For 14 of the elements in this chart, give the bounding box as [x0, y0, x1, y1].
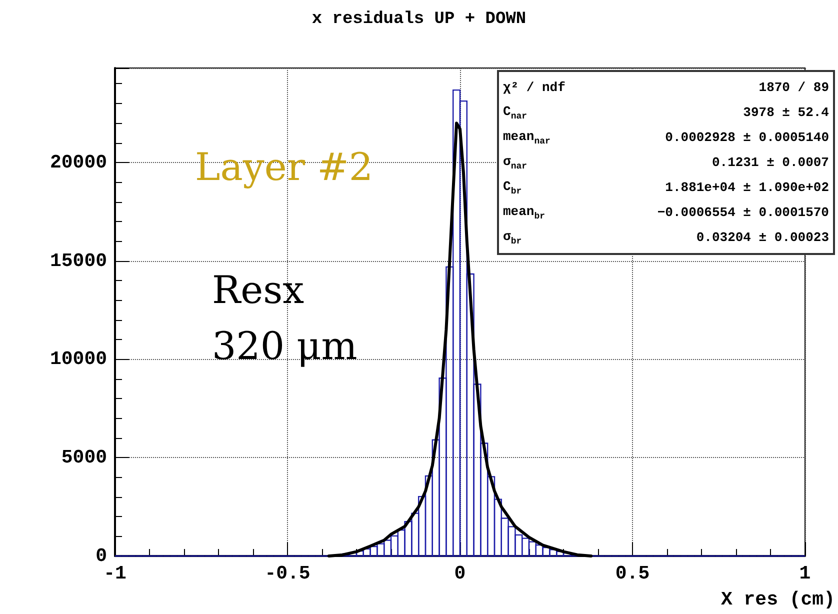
y-tick-label: 10000: [50, 348, 107, 370]
annotation: Resx: [212, 268, 304, 312]
annotation: Layer #2: [195, 145, 374, 189]
x-tick-label: 1: [799, 562, 811, 584]
annotation: 320 μm: [212, 324, 358, 368]
y-tick-label: 20000: [50, 151, 107, 174]
x-axis-title: X res (cm): [720, 588, 835, 610]
x-tick-label: -0.5: [264, 562, 310, 584]
chart-title: x residuals UP + DOWN: [312, 10, 526, 29]
y-tick-label: 5000: [61, 446, 107, 469]
y-tick-label: 15000: [50, 250, 107, 272]
x-tick-label: 0: [454, 562, 466, 584]
stats-box: χ² / ndf 1870 / 89 C$_{nar}$ 3978 ± 52.4 mean$_{nar}$ 0.0002928 ± 0.0005140 σ$_{nar}$ 0.1231 ± 0.0007 C$_{br}$ 1.881e+04 ± 1.090e+02 mean$_{br}$ −0.0006554 ± 0.0001570 σ$_{br}$ 0.03204 ± 0.00023: [497, 70, 835, 255]
x-tick-label: 0.5: [615, 562, 650, 584]
